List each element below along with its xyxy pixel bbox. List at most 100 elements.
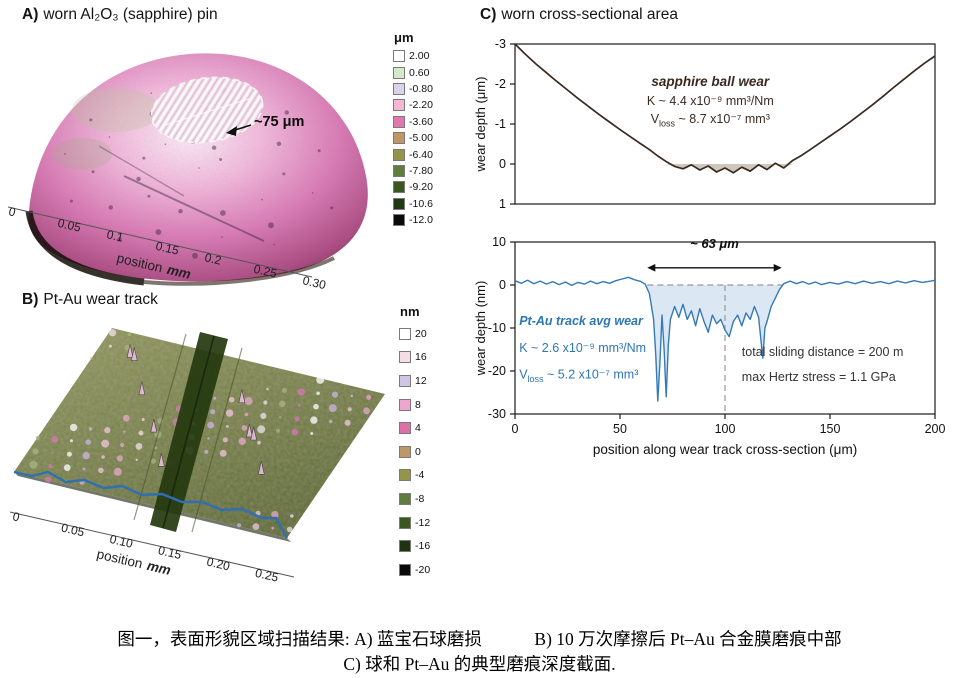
- sapphire-dome: ~75 μm: [25, 53, 368, 286]
- y-tick-label: -3: [495, 37, 506, 51]
- colorbar-value-label: 16: [415, 351, 427, 364]
- colorbar-value-label: -8: [415, 492, 425, 505]
- colorbar-entry: 16: [399, 346, 459, 370]
- colorbar-entry: 12: [399, 369, 459, 393]
- colorbar-value-label: -10.6: [409, 197, 433, 210]
- colorbar-swatch: [393, 148, 405, 161]
- green-patch: [52, 138, 112, 170]
- surface-plot-ptau: 00.050.100.150.200.25 positionmm: [9, 328, 385, 585]
- colorbar-swatch: [393, 132, 405, 145]
- scar-arrowhead: [226, 126, 237, 136]
- axis-line: [9, 511, 295, 578]
- caption-line-2: C) 球和 Pt–Au 的典型磨痕深度截面.: [343, 654, 616, 675]
- axis-tick-label: 0.05: [56, 216, 82, 235]
- caption-line-1: 图一，表面形貌区域扫描结果: A) 蓝宝石球磨损 B) 10 万次摩擦后 Pt–…: [117, 629, 842, 649]
- x-tick-label: 100: [715, 422, 736, 436]
- panel-c-title: C) worn cross-sectional area: [480, 6, 678, 24]
- chart-annotation: max Hertz stress = 1.1 GPa: [742, 370, 896, 384]
- colorbar-swatch: [399, 469, 411, 482]
- colorbar-entry: 4: [399, 416, 459, 440]
- x-tick-label: 0: [512, 422, 519, 436]
- colorbar-nm: nm 20 16 12 8 4 0 -4 -8 -12 -16 -20: [399, 304, 459, 582]
- x-tick-label: 200: [925, 422, 946, 436]
- colorbar-swatch: [393, 115, 405, 128]
- colorbar-swatch: [393, 66, 405, 79]
- axis-tick-label: 0.25: [252, 262, 278, 281]
- colorbar-value-label: -6.40: [409, 148, 433, 161]
- colorbar-entry: -7.80: [393, 163, 453, 179]
- colorbar-swatch: [399, 398, 411, 411]
- panel-a-title-prefix: A): [22, 6, 39, 23]
- chart-annotation: K ~ 2.6 x10⁻⁹ mm³/Nm: [519, 341, 646, 355]
- scratch-line: [133, 333, 187, 521]
- ptau-film-surface: [13, 328, 385, 542]
- colorbar-entry: -20: [399, 558, 459, 582]
- colorbar-value-label: 8: [415, 398, 421, 411]
- chart-annotation: Vloss ~ 8.7 x10⁻⁷ mm³: [651, 112, 770, 129]
- colorbar-swatch: [399, 516, 411, 529]
- y-tick-label: -20: [488, 364, 506, 378]
- axis-tick-label: 0.20: [205, 554, 231, 573]
- colorbar-swatch: [399, 351, 411, 364]
- span-arrow-label: ~ 63 μm: [690, 236, 739, 251]
- y-tick-label: -30: [488, 407, 506, 421]
- position-axis-b: 00.050.100.150.200.25 positionmm: [9, 509, 295, 585]
- colorbar-entry: -0.80: [393, 81, 453, 97]
- axis-tick-label: 0.25: [254, 566, 280, 585]
- chart-annotation: Pt-Au track avg wear: [519, 314, 644, 328]
- dome-texture: [28, 53, 368, 282]
- colorbar-swatch: [399, 563, 411, 576]
- x-tick-label: 50: [613, 422, 627, 436]
- colorbar-value-label: 12: [415, 374, 427, 387]
- scratch-line: [123, 175, 265, 242]
- colorbar-title: μm: [394, 30, 414, 45]
- colorbar-value-label: 0: [415, 445, 421, 458]
- y-tick-label: 0: [499, 278, 506, 292]
- colorbar-entry: -4: [399, 464, 459, 488]
- series-line: [514, 276, 936, 402]
- wear-track-groove: [162, 335, 215, 529]
- colorbar-value-label: -4: [415, 469, 425, 482]
- front-edge-profile: [13, 470, 289, 539]
- axis-tick-label: 0: [7, 204, 17, 219]
- colorbar-swatch: [399, 422, 411, 435]
- colorbar-entry: -3.60: [393, 114, 453, 130]
- colorbar-entry: -2.20: [393, 97, 453, 113]
- y-tick-label: 1: [499, 197, 506, 211]
- colorbar-swatch: [393, 82, 405, 95]
- axis-tick-label: 0.2: [203, 250, 223, 267]
- panel-b-title-prefix: B): [22, 291, 39, 308]
- colorbar-entry: -5.00: [393, 130, 453, 146]
- surface-plot-sapphire: ~75 μm 00.050.10.150.20.250.30 positionm…: [7, 53, 368, 292]
- axis-tick-label: 0.10: [108, 532, 134, 551]
- y-tick-label: -10: [488, 321, 506, 335]
- colorbar-value-label: -20: [415, 563, 431, 576]
- figure-caption: 图一，表面形貌区域扫描结果: A) 蓝宝石球磨损 B) 10 万次摩擦后 Pt–…: [0, 627, 959, 678]
- colorbar-swatch: [393, 164, 405, 177]
- dome-shadow-edge: [143, 256, 335, 286]
- colorbar-swatch: [399, 327, 411, 340]
- axis-tick-label: 0.1: [105, 227, 125, 244]
- wear-area-fill: [666, 164, 793, 173]
- front-edge-shadow: [14, 472, 291, 542]
- wear-scar: [150, 76, 264, 144]
- colorbar-entry: -12: [399, 511, 459, 535]
- y-axis-label: wear depth (μm): [473, 77, 488, 173]
- colorbar-entry: 0: [399, 440, 459, 464]
- colorbar-value-label: -2.20: [409, 99, 433, 112]
- colorbar-swatch: [393, 50, 405, 63]
- colorbar-entry: -16: [399, 534, 459, 558]
- colorbar-value-label: -16: [415, 540, 431, 553]
- chart-annotation: K ~ 4.4 x10⁻⁹ mm³/Nm: [647, 94, 774, 108]
- colorbar-value-label: -9.20: [409, 181, 433, 194]
- sapphire-wear-profile-chart: -3 -2 -1 0 1 wear depth (μm) sapphire ball wea…: [473, 37, 936, 211]
- y-axis-label: wear depth (nm): [473, 281, 488, 377]
- colorbar-value-label: -0.80: [409, 82, 433, 95]
- colorbar-value-label: 2.00: [409, 50, 430, 63]
- scar-diameter-label: ~75 μm: [254, 114, 304, 130]
- colorbar-entry: 20: [399, 322, 459, 346]
- colorbar-value-label: 0.60: [409, 66, 430, 79]
- panel-a-title: A) worn Al₂O₃ (sapphire) pin: [22, 6, 218, 24]
